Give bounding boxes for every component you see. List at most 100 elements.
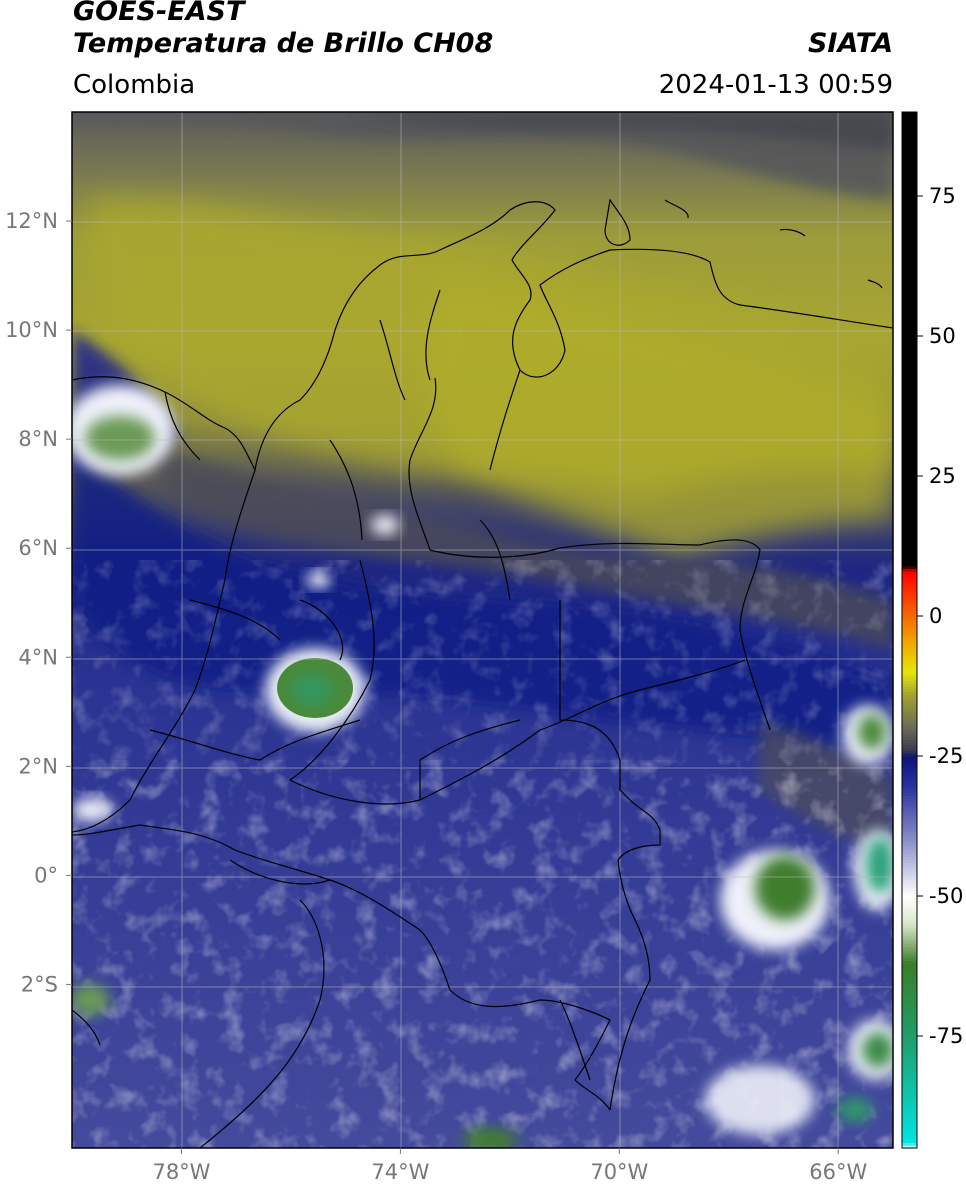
longitude-axis: 78°W 74°W 70°W 66°W [152,1148,867,1184]
title-product: Temperatura de Brillo CH08 [73,28,494,59]
colorbar-band [902,716,917,721]
colorbar-band [902,652,917,656]
colorbar-band [902,585,917,589]
colorbar-band [902,560,917,564]
colorbar-band [902,400,917,404]
region-label: Colombia [73,70,196,100]
colorbar-band [902,165,917,169]
colorbar-band [902,669,917,673]
colorbar-band [902,294,917,298]
organization-label: SIATA [807,28,893,59]
colorbar-band [902,1041,917,1045]
colorbar-band [902,512,917,516]
colorbar-band [902,1005,917,1009]
colorbar-band [902,221,917,225]
colorbar-band [902,616,917,620]
colorbar-band [902,1142,917,1146]
colorbar-band [902,341,917,345]
colorbar-band [902,949,917,953]
lat-label: 6°N [18,536,58,560]
colorbar-band [902,753,917,757]
colorbar-band [902,117,917,121]
colorbar-band [902,856,917,861]
colorbar-band [902,924,917,928]
colorbar-band [902,137,917,141]
colorbar-band [902,985,917,989]
colorbar-band [902,470,917,474]
colorbar-band [902,1061,917,1065]
colorbar-band [902,207,917,211]
colorbar-band [902,159,917,163]
colorbar-band [902,456,917,460]
colorbar-band [902,380,917,385]
colorbar-band [902,1022,917,1026]
colorbar-band [902,1139,917,1143]
colorbar-band [902,366,917,371]
colorbar-band [902,352,917,357]
colorbar-band [902,375,917,379]
colorbar-band [902,828,917,833]
colorbar-band [902,1122,917,1127]
colorbar-band [902,548,917,553]
colorbar-band [902,862,917,866]
colorbar-band [902,120,917,124]
colorbar-band [902,330,917,334]
colorbar-band [902,434,917,438]
colorbar-band [902,128,917,133]
colorbar-band [902,487,917,491]
colorbar-band [902,520,917,525]
colorbar-band [902,1019,917,1023]
colorbar-band [902,1128,917,1132]
colorbar-band [902,725,917,729]
colorbar-band [902,1100,917,1104]
colorbar-band [902,484,917,488]
colorbar-band [902,750,917,754]
colorbar-band [902,834,917,838]
colorbar-band [902,232,917,236]
colorbar-band [902,918,917,922]
colorbar-band [902,590,917,595]
colorbar-band [902,403,917,407]
colorbar-band [902,532,917,536]
colorbar-band [902,299,917,303]
lat-label: 0° [34,863,58,887]
colorbar-band [902,1066,917,1071]
colorbar-band [902,599,917,603]
colorbar-band [902,462,917,466]
colorbar-band [902,610,917,614]
colorbar-band [902,268,917,273]
colorbar-band [902,739,917,743]
colorbar-band [902,719,917,723]
colorbar-band [902,1064,917,1068]
cold-cloud-tops [72,385,893,1148]
lon-label: 70°W [590,1160,648,1184]
colorbar-band [902,506,917,511]
colorbar-band [902,912,917,917]
colorbar-band [902,557,917,561]
colorbar-band [902,778,917,782]
borders [72,198,893,1148]
colorbar-band [902,1145,917,1149]
colorbar-band [902,663,917,667]
colorbar-band [902,789,917,793]
colorbar-band [902,873,917,877]
colorbar-band [902,274,917,278]
colorbar-band [902,1075,917,1079]
latitude-axis: 12°N 10°N 8°N 6°N 4°N 2°N 0° 2°S [5,209,72,996]
lat-label: 2°N [18,754,58,778]
colorbar-band [902,604,917,609]
colorbar-band [902,935,917,939]
colorbar-band [902,991,917,995]
colorbar-band [902,215,917,219]
colorbar-band [902,882,917,886]
colorbar-band [902,694,917,698]
colorbar-band [902,781,917,785]
colorbar-band [902,876,917,880]
colorbar-band [902,632,917,637]
colorbar-band [902,705,917,709]
colorbar-band [902,1002,917,1006]
colorbar-band [902,540,917,544]
colorbar-band [902,767,917,771]
colorbar-band [902,1044,917,1048]
colorbar-band [902,361,917,365]
